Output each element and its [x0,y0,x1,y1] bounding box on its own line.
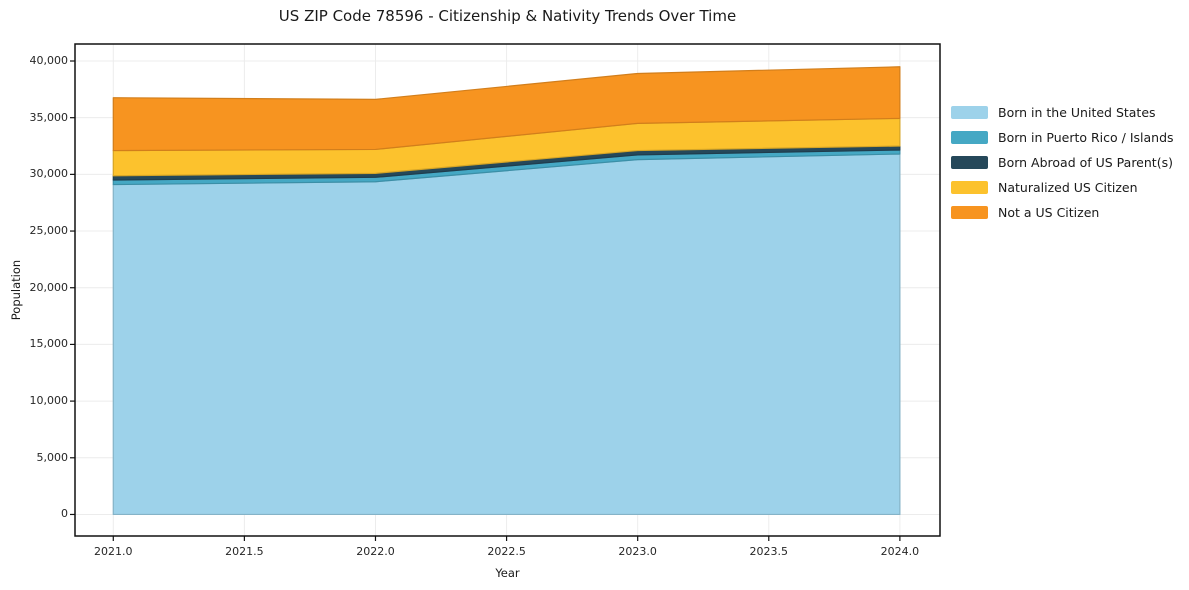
area-born-in-the-united-states [112,153,901,516]
x-tick-label: 2021.5 [225,545,264,558]
legend-swatch-born-abroad [951,156,988,169]
x-tick-label: 2022.0 [356,545,395,558]
y-tick-label: 10,000 [29,394,69,408]
y-tick-label: 15,000 [29,337,69,351]
y-tick-label: 20,000 [29,280,69,294]
area-not-a-us-citizen [112,66,901,152]
legend-swatch-born-us [951,106,988,119]
legend-item: Born Abroad of US Parent(s) [951,155,1174,170]
y-tick-label: 0 [61,507,68,521]
legend-swatch-naturalized [951,181,988,194]
legend-item: Not a US Citizen [951,205,1174,220]
legend-item: Naturalized US Citizen [951,180,1174,195]
x-axis-label: Year [495,566,520,580]
legend-label: Born in the United States [998,105,1156,120]
x-tick-label: 2023.0 [618,545,657,558]
y-tick-label: 30,000 [29,167,69,181]
chart-title: US ZIP Code 78596 - Citizenship & Nativi… [278,7,737,25]
legend: Born in the United States Born in Puerto… [951,105,1174,231]
y-axis-label: Population [9,259,23,321]
legend-label: Naturalized US Citizen [998,180,1138,195]
legend-label: Born in Puerto Rico / Islands [998,130,1174,145]
y-tick-label: 35,000 [29,110,69,124]
x-tick-label: 2021.0 [94,545,133,558]
y-tick-label: 25,000 [29,224,69,238]
legend-swatch-not-citizen [951,206,988,219]
x-tick-label: 2024.0 [880,545,920,558]
legend-item: Born in Puerto Rico / Islands [951,130,1174,145]
plot-border [74,43,941,537]
y-tick-label: 5,000 [36,450,69,464]
x-tick-label: 2022.5 [487,545,526,558]
legend-label: Born Abroad of US Parent(s) [998,155,1173,170]
legend-item: Born in the United States [951,105,1174,120]
x-tick-label: 2023.5 [749,545,789,558]
y-tick-label: 40,000 [29,54,69,67]
legend-swatch-born-pr [951,131,988,144]
legend-label: Not a US Citizen [998,205,1100,220]
